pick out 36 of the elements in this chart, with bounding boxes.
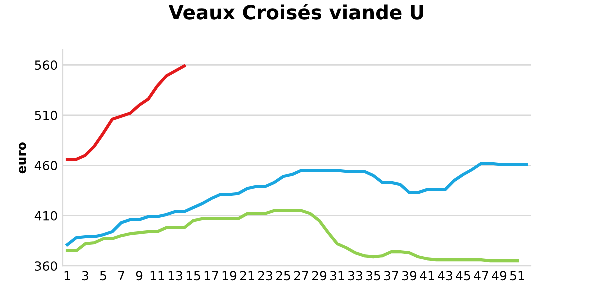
x-tick-label: 47 xyxy=(474,271,488,280)
x-tick-label: 7 xyxy=(118,271,124,280)
y-axis-title: euro xyxy=(19,142,26,174)
x-tick-label: 21 xyxy=(240,271,254,280)
x-tick-label: 51 xyxy=(510,271,524,281)
x-tick-label: 1 xyxy=(64,271,70,280)
line-series xyxy=(66,209,520,263)
x-tick-label: 37 xyxy=(384,271,398,281)
x-tick-label: 19 xyxy=(222,271,237,281)
y-tick-label: 410 xyxy=(34,211,58,221)
chart-title: Veaux Croisés viande U xyxy=(168,4,424,20)
y-tick-label: 510 xyxy=(35,110,58,120)
x-tick-label: 29 xyxy=(312,271,327,281)
x-tick-label: 17 xyxy=(204,271,218,280)
x-tick-label: 43 xyxy=(438,271,452,281)
x-tick-label: 25 xyxy=(276,271,290,281)
x-tick-label: 11 xyxy=(150,271,164,280)
x-tick-label: 23 xyxy=(258,271,272,281)
line-series xyxy=(66,162,528,247)
x-tick-label: 31 xyxy=(330,271,344,281)
x-tick-label: 39 xyxy=(402,271,417,281)
x-tick-label: 49 xyxy=(492,271,507,281)
y-tick-label: 560 xyxy=(35,60,58,70)
x-tick-label: 13 xyxy=(168,271,182,281)
y-tick-label: 460 xyxy=(34,161,58,171)
x-tick-label: 45 xyxy=(456,271,470,281)
x-tick-label: 41 xyxy=(420,271,434,280)
x-tick-label: 27 xyxy=(294,271,308,280)
x-tick-label: 15 xyxy=(186,271,200,281)
line-series xyxy=(66,64,186,162)
x-tick-label: 3 xyxy=(82,271,88,281)
x-tick-label: 33 xyxy=(348,271,362,281)
x-tick-label: 35 xyxy=(366,271,380,281)
x-tick-label: 5 xyxy=(100,271,106,281)
y-tick-label: 360 xyxy=(35,262,58,272)
x-tick-label: 9 xyxy=(136,271,143,281)
